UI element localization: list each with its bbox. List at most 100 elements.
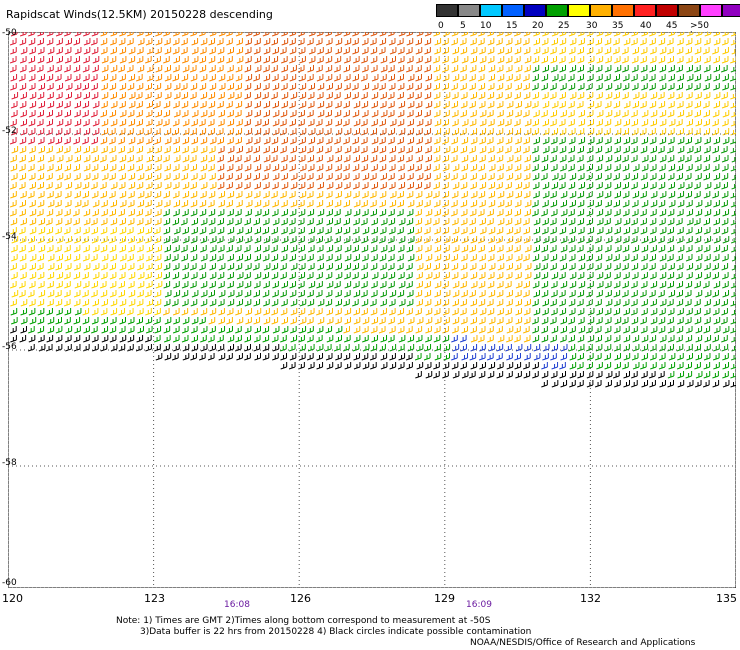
wind-barb <box>406 38 414 46</box>
wind-barb <box>19 101 27 109</box>
wind-barb <box>549 92 557 100</box>
wind-barb <box>227 137 234 145</box>
wind-barb <box>729 74 736 82</box>
wind-barb <box>172 74 179 82</box>
wind-barb <box>614 65 622 73</box>
wind-barb <box>667 137 675 145</box>
wind-barb <box>110 32 118 37</box>
wind-barb <box>380 74 387 82</box>
wind-barb <box>459 38 467 46</box>
wind-barb <box>515 101 522 109</box>
wind-barb <box>324 146 332 154</box>
wind-barb <box>253 74 260 82</box>
wind-barb <box>595 146 603 154</box>
wind-barb <box>559 128 567 136</box>
wind-barb <box>497 110 504 118</box>
wind-barb <box>110 65 118 73</box>
wind-barb <box>470 137 478 145</box>
wind-barb <box>73 74 81 82</box>
wind-barb <box>577 146 584 154</box>
wind-barb <box>604 137 612 145</box>
wind-barb <box>668 74 675 82</box>
wind-barb <box>641 83 648 91</box>
wind-barb <box>623 101 631 109</box>
wind-barb <box>90 146 98 154</box>
wind-barb <box>666 146 674 154</box>
wind-barb <box>343 32 351 37</box>
wind-barb <box>469 74 476 82</box>
wind-barb <box>279 119 287 127</box>
wind-barb <box>299 146 307 154</box>
wind-barb <box>199 128 207 136</box>
wind-barb <box>254 56 262 64</box>
wind-barb <box>119 92 126 100</box>
wind-barb <box>110 38 117 46</box>
wind-barb <box>263 74 271 82</box>
lon-label-123: 123 <box>144 592 165 605</box>
wind-barb <box>542 146 550 154</box>
wind-barb <box>594 101 602 109</box>
wind-barb <box>513 119 521 127</box>
wind-barb <box>693 83 701 91</box>
wind-barb <box>198 32 206 37</box>
wind-barb <box>334 56 342 64</box>
wind-barb <box>559 92 566 100</box>
wind-barb <box>281 74 288 82</box>
wind-barb <box>433 155 441 163</box>
wind-barb <box>182 137 190 145</box>
wind-barb <box>226 74 234 82</box>
wind-barb <box>272 119 280 127</box>
wind-barb <box>532 92 540 100</box>
wind-barb <box>245 101 252 109</box>
wind-barb <box>442 47 449 55</box>
wind-barb <box>315 119 323 127</box>
wind-barb <box>631 83 639 91</box>
wind-map-plot <box>8 32 736 588</box>
wind-barb <box>218 92 225 100</box>
wind-barb <box>281 38 289 46</box>
wind-barb <box>46 146 53 154</box>
wind-barb <box>469 146 476 154</box>
wind-barb <box>505 65 513 73</box>
wind-barb <box>542 101 550 109</box>
wind-barb <box>289 83 297 91</box>
wind-barb <box>406 110 414 118</box>
wind-barb <box>208 128 215 136</box>
wind-barb <box>712 47 719 55</box>
wind-barb <box>101 83 108 91</box>
wind-barb <box>263 137 271 145</box>
wind-barb <box>208 110 215 118</box>
wind-barb <box>11 146 19 154</box>
wind-barb <box>397 65 405 73</box>
wind-barb <box>505 137 513 145</box>
wind-barb <box>388 32 395 37</box>
wind-barb <box>578 119 586 127</box>
wind-barb <box>20 47 28 55</box>
wind-barb <box>505 92 512 100</box>
wind-barb <box>686 74 694 82</box>
wind-barb <box>307 65 314 73</box>
wind-barb <box>443 128 450 136</box>
wind-barb <box>721 92 728 100</box>
wind-barb <box>119 56 127 64</box>
wind-barb <box>209 47 216 55</box>
wind-barb <box>155 47 162 55</box>
wind-barb <box>720 146 728 154</box>
wind-barbs <box>9 32 736 388</box>
wind-barb <box>128 56 136 64</box>
wind-barb <box>73 38 81 46</box>
wind-barb <box>505 38 513 46</box>
wind-barb <box>416 137 423 145</box>
wind-barb <box>154 83 162 91</box>
wind-barb <box>515 65 523 73</box>
wind-barb <box>371 110 379 118</box>
wind-barb <box>190 146 198 154</box>
wind-barb <box>208 38 216 46</box>
wind-barb <box>434 74 441 82</box>
wind-barb <box>416 128 423 136</box>
wind-barb <box>568 110 575 118</box>
wind-barb <box>496 83 504 91</box>
wind-barb <box>173 56 180 64</box>
wind-barb <box>443 101 450 109</box>
wind-barb <box>352 38 359 46</box>
